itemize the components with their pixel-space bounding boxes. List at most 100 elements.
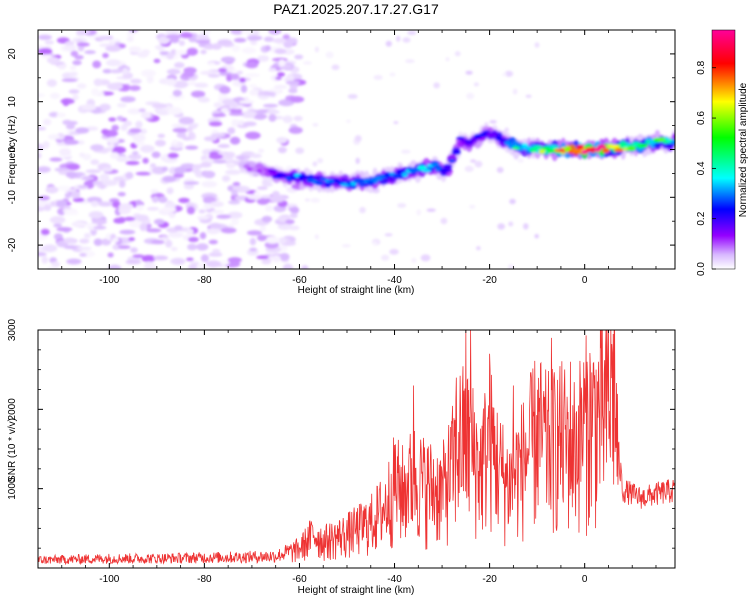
noise-blob <box>170 246 178 252</box>
noise-blob <box>186 127 193 132</box>
noise-blob <box>445 57 450 62</box>
noise-blob <box>278 237 287 245</box>
noise-blob <box>433 82 440 89</box>
noise-blob <box>58 154 73 158</box>
noise-blob <box>230 108 243 114</box>
noise-blob <box>72 60 82 66</box>
noise-blob <box>154 45 163 50</box>
noise-blob <box>187 81 197 86</box>
noise-blob <box>77 185 88 189</box>
noise-blob <box>405 59 415 63</box>
ridge-blob <box>401 172 409 178</box>
noise-blob <box>71 221 86 227</box>
snr-series-line <box>38 330 675 566</box>
noise-blob <box>146 206 160 211</box>
noise-blob <box>259 225 266 232</box>
colorbar-tick-label: 0.2 <box>696 211 707 225</box>
noise-blob <box>269 195 286 203</box>
noise-blob <box>372 241 378 246</box>
noise-blob <box>384 233 393 237</box>
noise-blob <box>205 260 222 268</box>
noise-blob <box>41 54 52 59</box>
ridge-blob <box>392 173 401 179</box>
noise-blob <box>42 244 58 253</box>
noise-blob <box>217 39 233 46</box>
y-tick-label: 10 <box>7 96 18 108</box>
ridge-blob <box>443 163 453 169</box>
noise-blob <box>58 185 70 192</box>
noise-blob <box>129 46 142 53</box>
noise-blob <box>165 239 173 248</box>
noise-blob <box>38 166 51 173</box>
noise-blob <box>268 256 281 260</box>
ridge-blob <box>451 150 461 155</box>
noise-blob <box>165 78 177 86</box>
noise-blob <box>188 236 199 243</box>
noise-blob <box>470 159 477 163</box>
spectrogram-image <box>38 30 675 269</box>
noise-blob <box>194 82 209 88</box>
noise-blob <box>255 113 266 120</box>
noise-blob <box>85 169 101 174</box>
noise-blob <box>76 83 87 89</box>
noise-blob <box>141 255 156 263</box>
noise-blob <box>117 103 127 108</box>
ridge-blob <box>491 130 499 136</box>
noise-blob <box>385 40 392 47</box>
noise-blob <box>258 148 265 153</box>
noise-blob <box>347 94 358 99</box>
noise-blob <box>354 135 362 142</box>
noise-blob <box>151 151 161 159</box>
noise-blob <box>59 148 72 156</box>
noise-blob <box>301 265 309 269</box>
noise-blob <box>118 203 134 210</box>
noise-blob <box>90 159 100 165</box>
noise-blob <box>74 55 84 60</box>
noise-blob <box>79 152 86 158</box>
noise-blob <box>132 133 146 142</box>
noise-blob <box>140 128 147 134</box>
noise-blob <box>517 158 524 163</box>
noise-blob <box>84 233 91 239</box>
noise-blob <box>44 40 55 45</box>
noise-blob <box>303 61 312 65</box>
ridge-blob <box>571 148 581 154</box>
noise-blob <box>225 64 234 72</box>
noise-blob <box>178 116 195 125</box>
noise-blob <box>108 264 122 269</box>
noise-blob <box>249 89 259 96</box>
noise-blob <box>192 164 203 169</box>
noise-blob <box>288 88 298 94</box>
noise-blob <box>128 237 136 242</box>
noise-blob <box>146 75 154 84</box>
noise-blob <box>76 42 90 47</box>
noise-blob <box>201 158 214 164</box>
colorbar-tick-label: 0.8 <box>696 60 707 74</box>
noise-blob <box>116 155 129 162</box>
noise-blob <box>186 257 194 262</box>
noise-blob <box>90 200 99 207</box>
noise-blob <box>263 103 278 108</box>
noise-blob <box>166 34 182 40</box>
noise-blob <box>151 196 159 203</box>
noise-blob <box>75 127 90 134</box>
noise-blob <box>61 78 78 82</box>
noise-blob <box>144 261 153 269</box>
colorbar-ticks: 0.0 0.2 0.4 0.6 0.8 <box>696 60 716 276</box>
ridge-blob <box>627 146 637 151</box>
spectrogram-y-label: Frequency (Hz) <box>7 116 18 185</box>
noise-blob <box>83 223 98 228</box>
ridge-blob <box>367 180 375 186</box>
noise-blob <box>274 48 287 55</box>
noise-blob <box>107 252 114 258</box>
noise-blob <box>199 232 207 240</box>
x-tick-label: 0 <box>582 574 588 585</box>
noise-blob <box>230 73 240 80</box>
y-tick-label: 1000 <box>7 477 18 500</box>
noise-blob <box>165 30 180 35</box>
ridge-blob <box>532 145 543 150</box>
noise-blob <box>88 211 104 219</box>
noise-blob <box>64 192 72 199</box>
noise-blob <box>464 165 474 172</box>
noise-blob <box>243 121 257 127</box>
